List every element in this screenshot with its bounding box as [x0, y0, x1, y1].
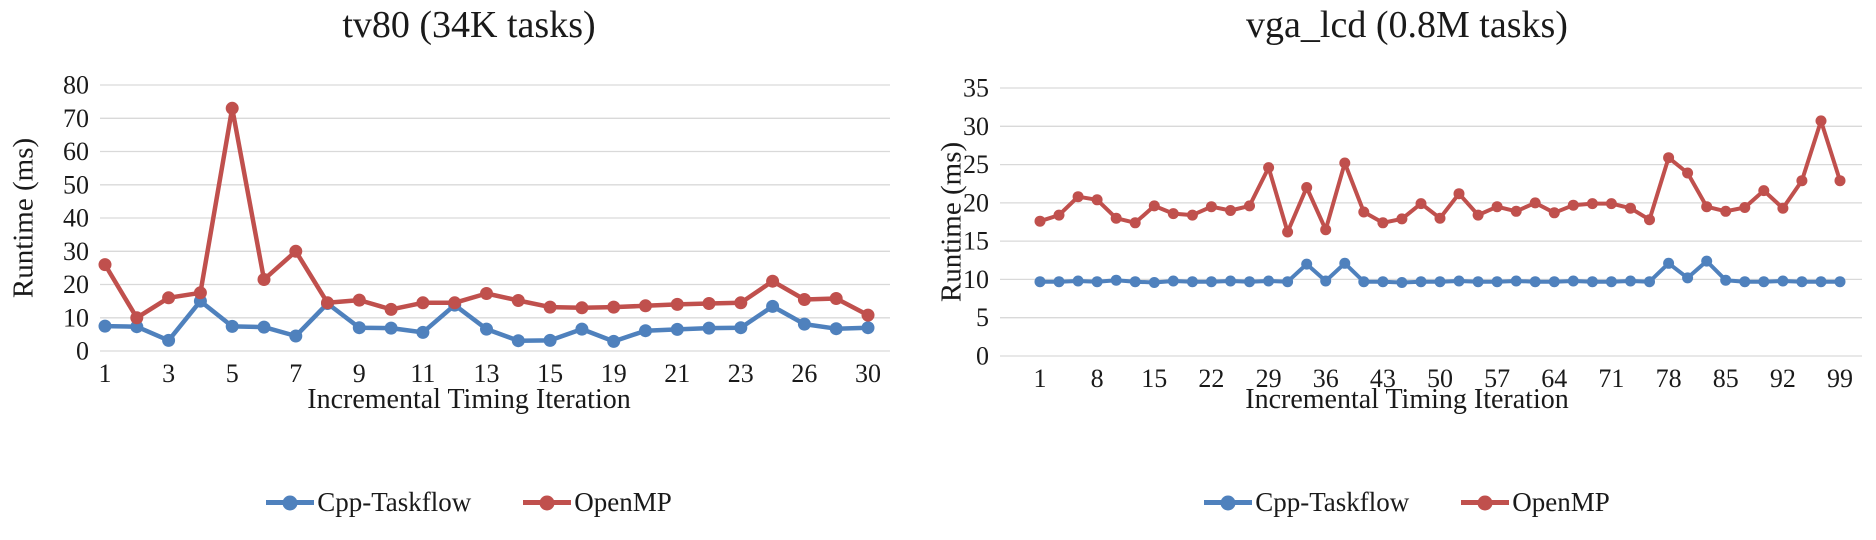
- legend-item-openmp: OpenMP: [1461, 487, 1610, 518]
- svg-text:9: 9: [353, 359, 366, 388]
- svg-text:30: 30: [63, 237, 89, 266]
- svg-text:1: 1: [1034, 364, 1047, 393]
- svg-text:10: 10: [963, 265, 989, 294]
- legend-label: Cpp-Taskflow: [317, 487, 472, 517]
- svg-text:40: 40: [63, 204, 89, 233]
- svg-text:85: 85: [1713, 364, 1739, 393]
- svg-text:20: 20: [63, 270, 89, 299]
- legend: Cpp-Taskflow OpenMP: [938, 487, 1876, 518]
- chart-panel-tv80: tv80 (34K tasks) Runtime (ms) 0 10 20 30 40 5…: [0, 4, 938, 518]
- svg-text:10: 10: [63, 303, 89, 332]
- chart-plot-vga-lcd: 0 5 10 15 20 25 30 35 1 8 15 22 29 36 43 50 57 64 71 78 85 92…: [963, 74, 1862, 393]
- svg-text:64: 64: [1541, 364, 1567, 393]
- svg-text:22: 22: [1198, 364, 1224, 393]
- svg-text:20: 20: [963, 188, 989, 217]
- svg-text:5: 5: [976, 303, 989, 332]
- svg-text:1: 1: [99, 359, 112, 388]
- chart-title-vga-lcd: vga_lcd (0.8M tasks): [1246, 4, 1568, 46]
- svg-text:3: 3: [162, 359, 175, 388]
- legend-item-openmp: OpenMP: [523, 487, 672, 518]
- legend-label: OpenMP: [574, 487, 672, 517]
- svg-text:50: 50: [63, 170, 89, 199]
- x-axis-title: Incremental Timing Iteration: [307, 384, 631, 415]
- legend-item-cpp-taskflow: Cpp-Taskflow: [1204, 487, 1409, 518]
- svg-text:21: 21: [664, 359, 690, 388]
- line-marker-icon: [1461, 495, 1510, 510]
- svg-text:13: 13: [474, 359, 500, 388]
- svg-text:15: 15: [1141, 364, 1167, 393]
- svg-text:5: 5: [226, 359, 239, 388]
- line-marker-icon: [523, 495, 572, 510]
- chart-title-tv80: tv80 (34K tasks): [342, 4, 596, 46]
- legend-label: Cpp-Taskflow: [1255, 487, 1410, 517]
- svg-text:92: 92: [1770, 364, 1796, 393]
- svg-text:15: 15: [963, 227, 989, 256]
- svg-text:78: 78: [1656, 364, 1682, 393]
- svg-text:7: 7: [289, 359, 302, 388]
- svg-text:15: 15: [537, 359, 563, 388]
- svg-text:99: 99: [1827, 364, 1853, 393]
- x-axis-title: Incremental Timing Iteration: [1245, 384, 1569, 415]
- svg-text:43: 43: [1370, 364, 1396, 393]
- svg-text:29: 29: [1256, 364, 1282, 393]
- chart-panel-vga-lcd: vga_lcd (0.8M tasks) Runtime (ms) 0 5 10 15…: [936, 0, 1876, 540]
- legend-label: OpenMP: [1512, 487, 1610, 517]
- svg-text:0: 0: [976, 342, 989, 371]
- svg-text:71: 71: [1598, 364, 1624, 393]
- svg-text:25: 25: [963, 150, 989, 179]
- line-marker-icon: [1204, 495, 1253, 510]
- svg-text:30: 30: [855, 359, 881, 388]
- svg-text:35: 35: [963, 74, 989, 103]
- svg-text:26: 26: [791, 359, 817, 388]
- legend-item-cpp-taskflow: Cpp-Taskflow: [266, 487, 471, 518]
- svg-text:30: 30: [963, 112, 989, 141]
- svg-text:19: 19: [601, 359, 627, 388]
- line-marker-icon: [266, 495, 315, 510]
- svg-text:70: 70: [63, 104, 89, 133]
- svg-text:57: 57: [1484, 364, 1510, 393]
- svg-text:36: 36: [1313, 364, 1339, 393]
- legend: Cpp-Taskflow OpenMP: [0, 487, 938, 518]
- svg-text:11: 11: [410, 359, 435, 388]
- svg-text:60: 60: [63, 137, 89, 166]
- svg-text:23: 23: [728, 359, 754, 388]
- svg-text:80: 80: [63, 71, 89, 100]
- svg-text:50: 50: [1427, 364, 1453, 393]
- svg-text:8: 8: [1091, 364, 1104, 393]
- svg-text:0: 0: [76, 337, 89, 366]
